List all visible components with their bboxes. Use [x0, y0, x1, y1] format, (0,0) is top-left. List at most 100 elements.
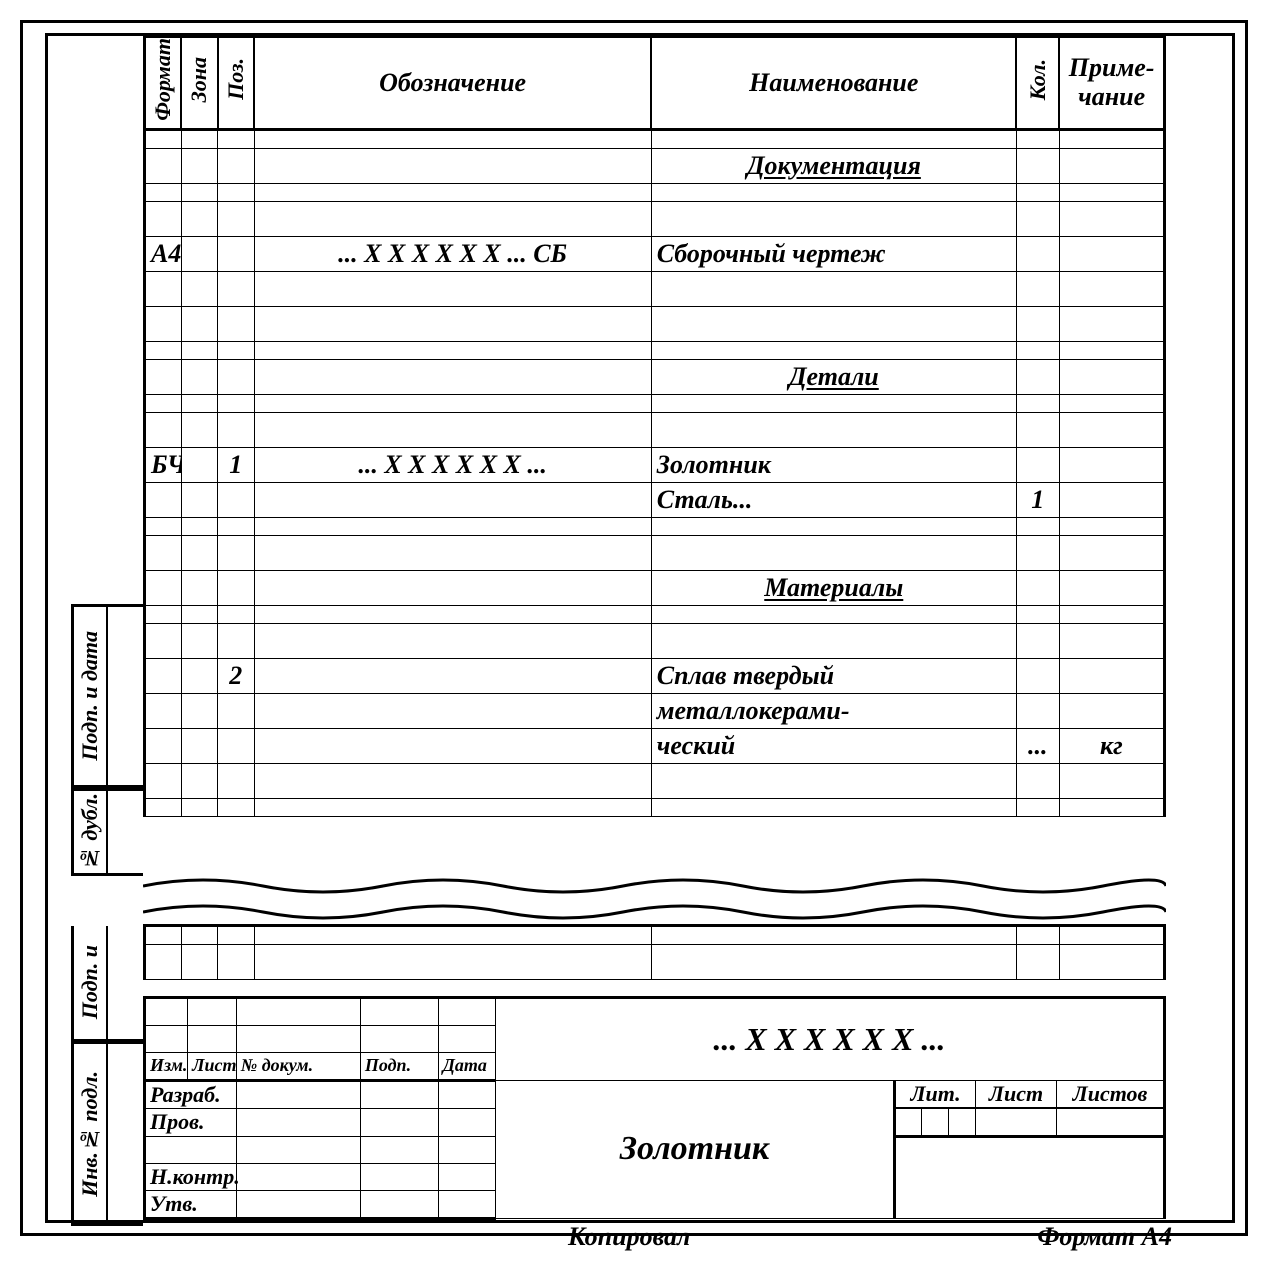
cell-zone: [181, 605, 218, 623]
cell-format: [145, 341, 182, 359]
cell-designation: [254, 535, 651, 570]
cell-designation: [254, 798, 651, 816]
cell-format: [145, 693, 182, 728]
cell-designation: [254, 412, 651, 447]
cell-pos: [218, 570, 255, 605]
cell-name: Сборочный чертеж: [651, 236, 1016, 271]
cell-designation: [254, 570, 651, 605]
cell-qty: [1016, 271, 1059, 306]
cell-format: [145, 798, 182, 816]
cell-format: [145, 183, 182, 201]
cell-zone: [181, 482, 218, 517]
cell-zone: [181, 394, 218, 412]
cell-note: [1059, 658, 1164, 693]
cell-note: [1059, 359, 1164, 394]
cell-name: Золотник: [651, 447, 1016, 482]
cell-designation: ... Х Х Х Х Х Х ...: [254, 447, 651, 482]
tb-list2: Лист: [976, 1080, 1057, 1108]
cell-zone: [181, 148, 218, 183]
cell-zone: [181, 517, 218, 535]
header-designation: Обозначение: [254, 37, 651, 129]
cell-zone: [181, 535, 218, 570]
cell-pos: [218, 535, 255, 570]
cell-pos: [218, 763, 255, 798]
cell-note: [1059, 763, 1164, 798]
cell-format: [145, 482, 182, 517]
cell-zone: [181, 693, 218, 728]
cell-qty: [1016, 517, 1059, 535]
cell-zone: [181, 412, 218, 447]
cell-qty: 1: [1016, 482, 1059, 517]
cell-note: [1059, 412, 1164, 447]
cell-designation: [254, 341, 651, 359]
cell-format: [145, 623, 182, 658]
inner-frame: Формат Зона Поз. Обозначение Наименовани…: [45, 33, 1235, 1223]
tb-utv: Утв.: [145, 1191, 237, 1219]
cell-zone: [181, 798, 218, 816]
cell-note: кг: [1059, 728, 1164, 763]
table-row: [145, 535, 1165, 570]
cell-name: [651, 412, 1016, 447]
tb-code: ... Х Х Х Х Х Х ...: [495, 997, 1164, 1080]
cell-designation: [254, 183, 651, 201]
cell-qty: [1016, 306, 1059, 341]
footer-kopiroval: Копировал: [568, 1222, 690, 1252]
cell-zone: [181, 359, 218, 394]
cell-note: [1059, 693, 1164, 728]
cell-format: [145, 306, 182, 341]
cell-qty: [1016, 183, 1059, 201]
table-row: [145, 412, 1165, 447]
cell-designation: [254, 306, 651, 341]
cell-name: [651, 394, 1016, 412]
side-podp-data: Подп. и дата: [71, 604, 143, 788]
cell-qty: [1016, 201, 1059, 236]
specification-table: Формат Зона Поз. Обозначение Наименовани…: [143, 36, 1166, 817]
table-row: [145, 129, 1165, 148]
table-row: металлокерами-: [145, 693, 1165, 728]
cell-zone: [181, 129, 218, 148]
cell-qty: [1016, 570, 1059, 605]
cell-note: [1059, 341, 1164, 359]
cell-designation: [254, 148, 651, 183]
cell-qty: [1016, 658, 1059, 693]
cell-zone: [181, 271, 218, 306]
cell-designation: [254, 201, 651, 236]
cell-note: [1059, 623, 1164, 658]
cell-pos: [218, 359, 255, 394]
cell-designation: [254, 623, 651, 658]
cell-note: [1059, 394, 1164, 412]
cell-format: [145, 535, 182, 570]
cell-pos: [218, 341, 255, 359]
cell-zone: [181, 763, 218, 798]
cell-zone: [181, 236, 218, 271]
cell-name: [651, 201, 1016, 236]
footer-format: Формат А4: [1037, 1222, 1172, 1252]
cell-designation: [254, 129, 651, 148]
cell-qty: [1016, 236, 1059, 271]
cell-name: Сплав твердый: [651, 658, 1016, 693]
cell-pos: [218, 183, 255, 201]
cell-qty: [1016, 535, 1059, 570]
table-row: БЧ1... Х Х Х Х Х Х ...Золотник: [145, 447, 1165, 482]
table-row: [145, 183, 1165, 201]
tb-podp: Подп.: [360, 1052, 438, 1080]
cell-designation: [254, 482, 651, 517]
cell-note: [1059, 129, 1164, 148]
header-qty: Кол.: [1016, 37, 1059, 129]
cell-qty: [1016, 605, 1059, 623]
cell-pos: [218, 236, 255, 271]
tb-row: Разраб. Золотник Лит. Лист Листов: [145, 1080, 1165, 1108]
cell-qty: [1016, 798, 1059, 816]
cell-zone: [181, 728, 218, 763]
tb-list: Лист: [188, 1052, 237, 1080]
table-row: Документация: [145, 148, 1165, 183]
cell-format: [145, 394, 182, 412]
cell-pos: 1: [218, 447, 255, 482]
cell-zone: [181, 341, 218, 359]
side-dubl: № дубл.: [71, 788, 143, 876]
cell-name: [651, 271, 1016, 306]
cell-pos: [218, 623, 255, 658]
tb-row: ... Х Х Х Х Х Х ...: [145, 997, 1165, 1025]
cell-designation: [254, 763, 651, 798]
cell-designation: [254, 394, 651, 412]
